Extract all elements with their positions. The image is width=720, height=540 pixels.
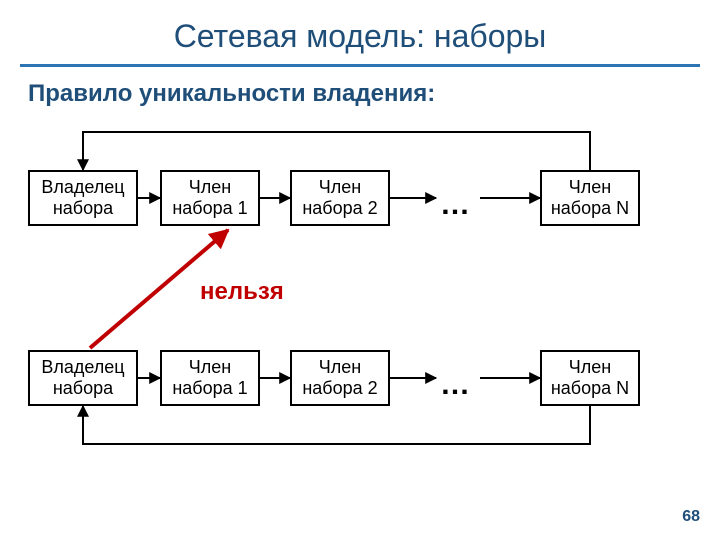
forbidden-label: нельзя <box>200 278 284 306</box>
r1-feedback <box>83 132 590 170</box>
row2-memberN: Член набора N <box>540 350 640 406</box>
r2-feedback <box>83 406 590 444</box>
row1-member2: Член набора 2 <box>290 170 390 226</box>
title-underline <box>20 64 700 67</box>
slide-title: Сетевая модель: наборы <box>0 18 720 55</box>
row1-member1: Член набора 1 <box>160 170 260 226</box>
row2-member1: Член набора 1 <box>160 350 260 406</box>
row2-ellipsis: … <box>440 370 470 400</box>
row1-owner: Владелец набора <box>28 170 138 226</box>
row1-memberN: Член набора N <box>540 170 640 226</box>
row2-owner: Владелец набора <box>28 350 138 406</box>
row2-member2: Член набора 2 <box>290 350 390 406</box>
subtitle: Правило уникальности владения: <box>28 80 435 108</box>
row1-ellipsis: … <box>440 190 470 220</box>
page-number: 68 <box>682 508 700 526</box>
